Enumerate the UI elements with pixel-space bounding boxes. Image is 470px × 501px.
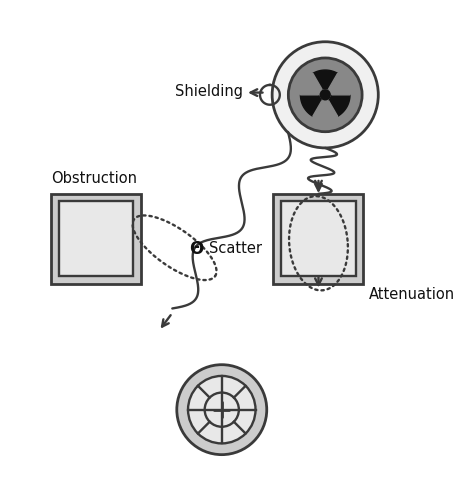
- Polygon shape: [329, 74, 350, 96]
- Circle shape: [204, 393, 239, 427]
- Text: Attenuation: Attenuation: [369, 287, 455, 302]
- Polygon shape: [313, 71, 337, 90]
- Text: Obstruction: Obstruction: [51, 170, 137, 185]
- Circle shape: [272, 43, 378, 149]
- Circle shape: [288, 59, 362, 132]
- FancyBboxPatch shape: [51, 194, 141, 284]
- Circle shape: [320, 90, 331, 101]
- Text: $\mathbf{\Theta}$: $\mathbf{\Theta}$: [189, 239, 205, 257]
- Polygon shape: [313, 102, 337, 120]
- Polygon shape: [300, 74, 321, 96]
- FancyBboxPatch shape: [274, 194, 363, 284]
- FancyBboxPatch shape: [281, 202, 356, 277]
- Circle shape: [177, 365, 267, 455]
- Circle shape: [188, 376, 256, 443]
- Text: Shielding: Shielding: [175, 84, 243, 99]
- Polygon shape: [300, 96, 321, 117]
- Text: Scatter: Scatter: [209, 241, 262, 256]
- FancyBboxPatch shape: [58, 202, 133, 277]
- Polygon shape: [329, 96, 350, 117]
